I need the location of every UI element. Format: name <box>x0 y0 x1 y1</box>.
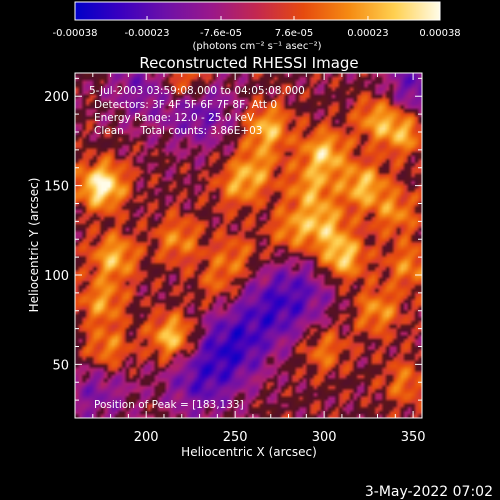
info-line-energy-range: Energy Range: 12.0 - 25.0 keV <box>94 112 255 124</box>
plot-frame <box>74 72 423 419</box>
y-tick-label: 200 <box>44 90 69 105</box>
plot-title: Reconstructed RHESSI Image <box>139 54 358 72</box>
x-axis-label: Heliocentric X (arcsec) <box>181 445 317 459</box>
colorbar-gradient <box>74 1 441 21</box>
footer-timestamp: 3-May-2022 07:02 <box>365 484 493 500</box>
colorbar-tick-label: -7.6e-05 <box>200 28 242 39</box>
y-tick-label: 150 <box>44 180 69 195</box>
colorbar-tick-label: -0.00023 <box>125 28 170 39</box>
info-line-clean-counts: Clean Total counts: 3.86E+03 <box>94 125 263 137</box>
info-overlay: 5-Jul-2003 03:59:08.000 to 04:05:08.000 … <box>89 85 305 137</box>
info-line-detectors: Detectors: 3F 4F 5F 6F 7F 8F, Att 0 <box>94 99 277 111</box>
x-tick-label: 250 <box>223 430 248 445</box>
colorbar-tick-label: 0.00023 <box>347 28 388 39</box>
colorbar-tick-label: -0.00038 <box>53 28 98 39</box>
heatmap-image <box>75 73 422 418</box>
y-tick-label: 50 <box>52 358 69 373</box>
y-tick-label: 100 <box>44 269 69 284</box>
x-tick-label: 300 <box>312 430 337 445</box>
info-line-date-range: 5-Jul-2003 03:59:08.000 to 04:05:08.000 <box>89 85 305 97</box>
colorbar-ticks: -0.00038 -0.00023 -7.6e-05 7.6e-05 0.00023 0.… <box>53 16 461 39</box>
y-axis-label: Heliocentric Y (arcsec) <box>27 178 41 313</box>
colorbar-units-label: (photons cm⁻² s⁻¹ asec⁻²) <box>192 41 321 52</box>
colorbar-tick-label: 7.6e-05 <box>275 28 313 39</box>
colorbar-tick-label: 0.00038 <box>419 28 460 39</box>
axis-ticks: 200 250 300 350 50 100 150 200 <box>44 73 426 445</box>
colorbar: -0.00038 -0.00023 -7.6e-05 7.6e-05 0.00023 0.… <box>53 1 461 52</box>
x-tick-label: 200 <box>134 430 159 445</box>
peak-position-label: Position of Peak = [183,133] <box>94 399 244 411</box>
heatmap <box>75 73 422 418</box>
x-tick-label: 350 <box>401 430 426 445</box>
